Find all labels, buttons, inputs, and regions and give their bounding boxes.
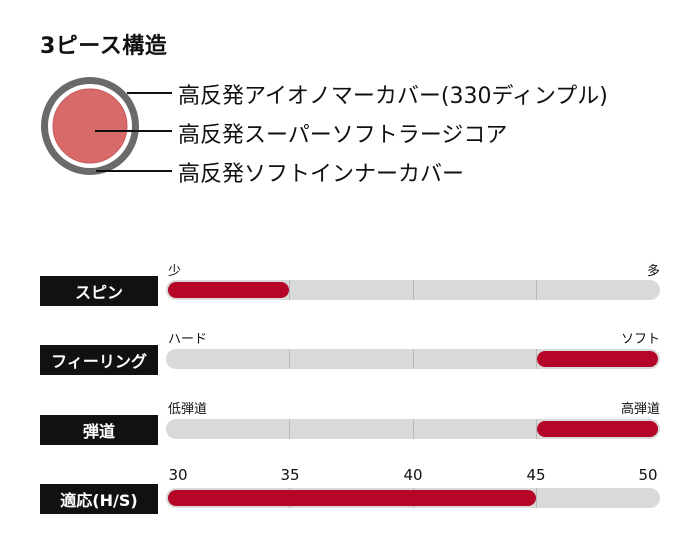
inner-leader-line	[96, 170, 172, 172]
trajectory-high-label: 高弾道	[620, 402, 660, 417]
feeling-hard-label: ハード	[168, 332, 208, 347]
spin-bar	[166, 280, 660, 300]
bar-tick	[413, 280, 414, 300]
trajectory-fill	[537, 421, 658, 437]
core-leader-line	[95, 130, 172, 132]
hs-tick-label: 30	[168, 466, 188, 484]
hs-tick-label: 50	[638, 466, 658, 484]
core-label: 高反発スーパーソフトラージコア	[178, 123, 508, 148]
bar-tick	[536, 349, 537, 369]
trajectory-low-label: 低弾道	[168, 402, 208, 417]
bar-tick	[536, 488, 537, 508]
feeling-row-label: フィーリング	[40, 345, 158, 375]
feeling-soft-label: ソフト	[620, 332, 660, 347]
bar-tick	[413, 419, 414, 439]
bar-tick	[289, 419, 290, 439]
bar-tick	[536, 419, 537, 439]
feeling-bar	[166, 349, 660, 369]
inner-cover-label: 高反発ソフトインナーカバー	[178, 162, 465, 187]
bar-tick	[536, 280, 537, 300]
page-title: 3ピース構造	[40, 34, 168, 59]
bar-tick	[289, 349, 290, 369]
hs-tick-label: 45	[526, 466, 546, 484]
hs-fill	[168, 490, 536, 506]
ball-structure-icon	[41, 77, 139, 175]
hs-row-label: 適応(H/S)	[40, 484, 158, 514]
trajectory-row-label: 弾道	[40, 415, 158, 445]
hs-tick-label: 35	[280, 466, 300, 484]
cover-leader-line	[127, 92, 172, 94]
bar-tick	[413, 349, 414, 369]
feeling-fill	[537, 351, 658, 367]
spin-high-label: 多	[646, 264, 660, 279]
hs-tick-label: 40	[403, 466, 423, 484]
spin-row-label: スピン	[40, 276, 158, 306]
spin-low-label: 少	[168, 264, 182, 279]
hs-bar	[166, 488, 660, 508]
bar-tick	[289, 280, 290, 300]
cover-label: 高反発アイオノマーカバー(330ディンプル)	[178, 84, 608, 109]
spin-fill	[168, 282, 289, 298]
trajectory-bar	[166, 419, 660, 439]
